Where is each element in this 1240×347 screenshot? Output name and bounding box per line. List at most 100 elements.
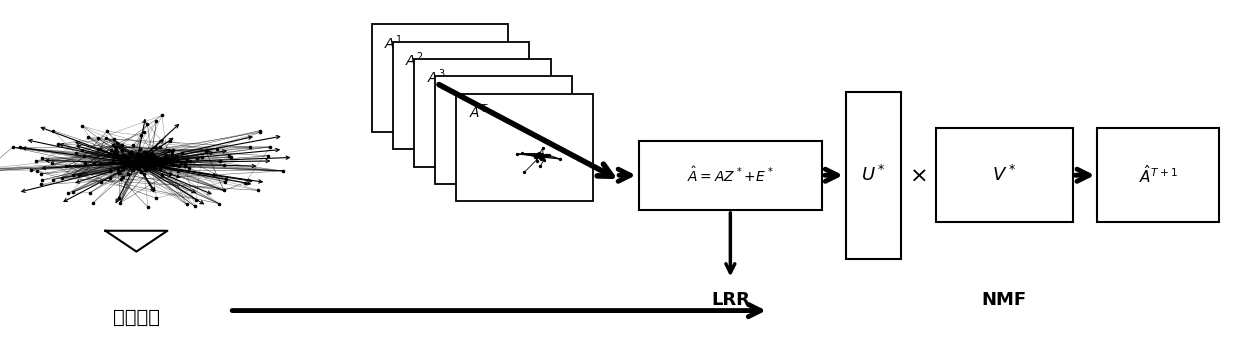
Point: [149, 159, 169, 164]
Point: [179, 165, 198, 171]
Point: [185, 204, 205, 209]
Point: [130, 152, 150, 158]
Point: [32, 156, 52, 161]
Point: [149, 160, 169, 165]
Point: [531, 156, 551, 161]
Point: [120, 164, 140, 170]
Point: [26, 159, 46, 164]
Point: [128, 151, 148, 157]
Point: [145, 145, 165, 150]
Point: [133, 153, 153, 159]
Point: [126, 160, 146, 166]
Point: [105, 148, 125, 153]
Point: [108, 167, 128, 172]
Point: [27, 168, 47, 174]
Point: [192, 154, 212, 160]
Point: [216, 177, 236, 182]
Point: [162, 148, 182, 154]
Point: [134, 159, 154, 164]
Point: [144, 156, 164, 162]
Point: [177, 156, 197, 162]
Point: [175, 163, 195, 169]
Point: [140, 163, 160, 169]
Point: [146, 158, 166, 163]
Point: [145, 157, 165, 162]
Point: [128, 160, 148, 166]
Point: [162, 162, 182, 167]
Point: [114, 161, 134, 166]
Point: [528, 151, 548, 157]
Point: [124, 161, 144, 166]
Point: [120, 150, 140, 155]
Point: [131, 133, 151, 138]
Point: [187, 155, 207, 161]
Point: [48, 142, 68, 147]
Point: [150, 161, 170, 166]
Point: [130, 159, 150, 165]
Point: [145, 158, 165, 163]
Point: [151, 112, 171, 118]
Point: [175, 159, 195, 165]
Text: $\cdots$: $\cdots$: [495, 105, 512, 123]
Text: LRR: LRR: [711, 291, 750, 309]
Text: 动态网络: 动态网络: [113, 308, 160, 327]
FancyBboxPatch shape: [1097, 128, 1219, 222]
Point: [112, 157, 131, 163]
Point: [112, 158, 131, 163]
Point: [153, 157, 172, 162]
Point: [107, 140, 126, 146]
Point: [144, 161, 164, 167]
Point: [136, 153, 156, 158]
FancyBboxPatch shape: [846, 92, 901, 259]
Point: [136, 161, 156, 167]
Text: $\hat{A}=AZ^*\!+\!E^*$: $\hat{A}=AZ^*\!+\!E^*$: [687, 166, 774, 185]
Point: [145, 164, 165, 170]
Point: [113, 161, 133, 166]
Point: [63, 189, 83, 195]
Point: [32, 177, 52, 183]
Point: [167, 168, 187, 174]
Point: [159, 147, 179, 152]
Point: [143, 166, 162, 171]
Point: [144, 156, 164, 161]
Point: [123, 142, 143, 148]
FancyBboxPatch shape: [456, 94, 593, 201]
Point: [139, 161, 159, 167]
Point: [126, 151, 146, 156]
Point: [114, 154, 134, 159]
Point: [146, 158, 166, 164]
Point: [118, 157, 138, 163]
Point: [527, 158, 547, 163]
Point: [124, 167, 144, 172]
Point: [531, 163, 551, 169]
Point: [141, 154, 161, 160]
Text: $\hat{A}^{T+1}$: $\hat{A}^{T+1}$: [1138, 164, 1178, 186]
Point: [10, 144, 30, 150]
Point: [122, 151, 141, 157]
Point: [539, 152, 559, 158]
Point: [100, 168, 120, 174]
Point: [164, 156, 184, 162]
Point: [249, 128, 269, 134]
Point: [126, 156, 146, 162]
Point: [134, 159, 154, 164]
Point: [118, 159, 138, 164]
Point: [197, 147, 217, 153]
Point: [160, 156, 180, 162]
Point: [128, 161, 148, 166]
Point: [98, 152, 118, 157]
Point: [143, 153, 162, 158]
FancyBboxPatch shape: [393, 42, 529, 149]
Point: [273, 168, 293, 174]
Point: [131, 170, 151, 175]
Point: [63, 172, 83, 178]
Point: [139, 154, 159, 160]
Point: [153, 162, 172, 168]
Point: [131, 152, 151, 157]
Point: [138, 151, 157, 156]
Point: [112, 176, 131, 181]
Point: [103, 158, 123, 163]
Point: [125, 161, 145, 166]
Point: [42, 161, 62, 166]
Point: [151, 172, 171, 178]
